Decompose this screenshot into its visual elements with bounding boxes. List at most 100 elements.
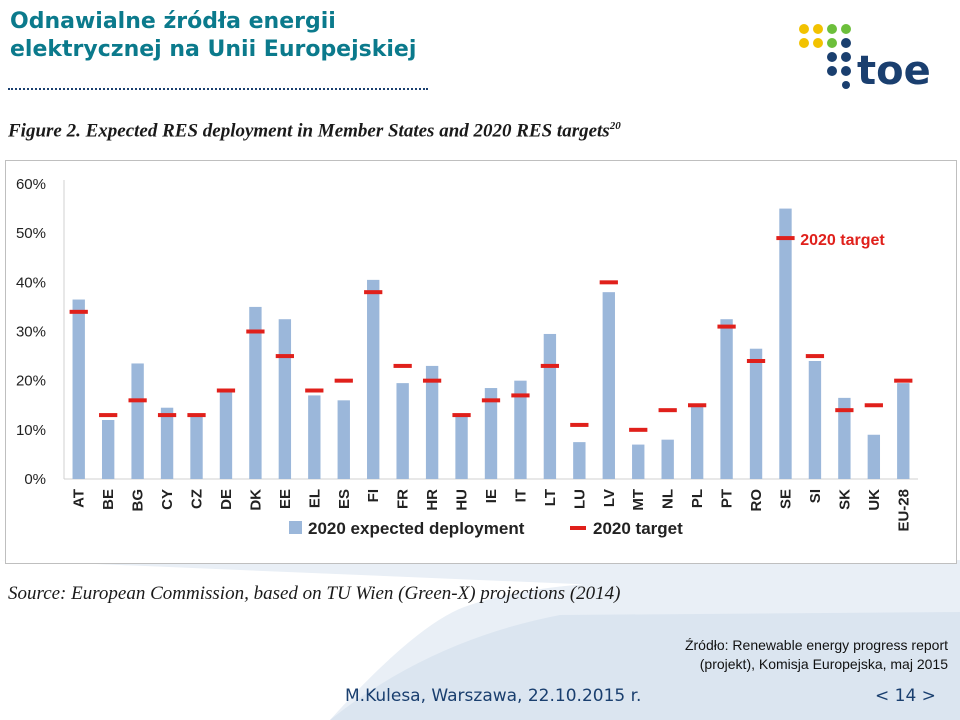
bar-uk — [867, 434, 881, 479]
y-tick-label: 40% — [16, 274, 46, 291]
bar-mt — [632, 444, 645, 479]
target-marker-lt — [540, 363, 560, 368]
bar-es — [337, 400, 350, 479]
bar-be — [101, 420, 115, 479]
x-tick-label: AT — [71, 489, 88, 508]
bar-el — [308, 395, 321, 479]
bar-se — [779, 208, 792, 480]
x-tick-label: HR — [424, 489, 441, 511]
target-marker-si — [805, 354, 825, 359]
x-tick-label: FI — [365, 489, 382, 502]
bar-at — [72, 299, 85, 479]
y-tick-label: 50% — [16, 225, 46, 242]
target-marker-ee — [275, 354, 294, 359]
bar-de — [219, 390, 233, 479]
y-tick-label: 30% — [16, 324, 46, 341]
footer-author: M.Kulesa, Warszawa, 22.10.2015 r. — [345, 686, 642, 706]
source-note-line2: (projekt), Komisja Europejska, maj 2015 — [699, 656, 948, 672]
x-tick-label: DK — [247, 489, 264, 511]
target-marker-eu-28 — [894, 378, 913, 383]
toe-logo: toe — [799, 24, 931, 90]
bar-dk — [249, 306, 262, 479]
x-tick-label: BE — [100, 489, 117, 510]
bar-lv — [602, 292, 615, 479]
target-marker-uk — [864, 403, 883, 408]
target-marker-pl — [688, 403, 707, 408]
bar-cy — [160, 407, 174, 479]
legend-label-deployment: 2020 expected deployment — [308, 519, 525, 538]
target-marker-cy — [157, 413, 177, 418]
bar-it — [514, 380, 527, 479]
x-tick-label: DE — [218, 489, 235, 510]
bar-ro — [749, 348, 763, 479]
x-tick-label: EL — [306, 489, 323, 508]
y-tick-label: 60% — [16, 176, 46, 193]
target-marker-fr — [393, 363, 412, 368]
target-marker-bg — [128, 398, 147, 403]
figure-caption-text: Figure 2. Expected RES deployment in Mem… — [8, 120, 610, 142]
bar-eu-28 — [897, 383, 910, 479]
x-tick-label: IT — [512, 489, 529, 502]
target-marker-ie — [481, 398, 501, 403]
x-tick-label: CY — [159, 489, 176, 510]
bar-lu — [573, 442, 586, 479]
x-tick-label: FR — [395, 489, 412, 509]
x-tick-label: LT — [542, 489, 559, 506]
bar-ee — [278, 319, 292, 479]
x-tick-label: SK — [836, 489, 853, 510]
target-marker-lu — [570, 422, 589, 427]
legend-swatch-deployment — [289, 521, 302, 534]
x-tick-label: BG — [130, 489, 147, 512]
legend-swatch-target — [570, 526, 586, 530]
slide-title-line2: elektrycznej na Unii Europejskiej — [10, 37, 417, 62]
y-tick-label: 10% — [16, 422, 46, 439]
target-marker-hu — [452, 413, 471, 418]
slide-title-line1: Odnawialne źródła energii — [10, 9, 336, 34]
bar-bg — [131, 363, 144, 479]
target-marker-sk — [835, 408, 854, 413]
x-tick-label: NL — [660, 489, 677, 509]
bar-lt — [543, 333, 557, 479]
target-marker-dk — [246, 329, 265, 334]
x-tick-label: UK — [866, 489, 883, 511]
x-tick-label: ES — [336, 489, 353, 509]
x-tick-label: CZ — [189, 489, 206, 509]
chart-annotation: 2020 target — [800, 232, 885, 249]
title-divider — [8, 88, 428, 90]
bar-fr — [396, 383, 409, 479]
logo-dot-grid — [799, 24, 851, 89]
slide-source-note: Źródło: Renewable energy progress report… — [685, 636, 948, 674]
bar-si — [808, 361, 822, 479]
target-marker-de — [216, 388, 236, 393]
target-marker-hr — [422, 378, 442, 383]
target-marker-fi — [364, 290, 383, 295]
target-marker-nl — [658, 408, 677, 413]
legend-label-target: 2020 target — [593, 519, 683, 538]
res-deployment-chart: 0% 10% 20% 30% 40% 50% 60% AT BE BG CY CZ DE DK EE EL ES… — [16, 176, 918, 538]
bar-pt — [720, 319, 733, 479]
source-note-line1: Źródło: Renewable energy progress report — [684, 637, 948, 653]
bar-hu — [455, 415, 468, 479]
target-marker-be — [99, 413, 118, 418]
bar-ie — [484, 388, 498, 479]
y-tick-label: 20% — [16, 373, 46, 390]
x-tick-label: SI — [807, 489, 824, 503]
bar-nl — [661, 439, 674, 479]
target-marker-ro — [746, 359, 766, 363]
chart-source: Source: European Commission, based on TU… — [8, 583, 621, 604]
bar-sk — [838, 397, 851, 479]
x-tick-label: PT — [719, 489, 736, 508]
bar-cz — [190, 415, 203, 479]
target-marker-lv — [599, 280, 618, 285]
target-marker-es — [334, 378, 353, 383]
target-marker-pt — [717, 324, 736, 329]
target-marker-el — [305, 388, 324, 393]
target-marker-at — [69, 309, 88, 314]
chart-panel: 0% 10% 20% 30% 40% 50% 60% AT BE BG CY CZ DE DK EE EL ES… — [5, 160, 957, 564]
x-tick-label: HU — [454, 489, 471, 511]
x-tick-label: IE — [483, 489, 500, 503]
x-tick-label: LU — [571, 489, 588, 509]
bar-fi — [367, 279, 380, 479]
x-tick-label: MT — [630, 489, 647, 511]
bar-pl — [690, 405, 704, 479]
